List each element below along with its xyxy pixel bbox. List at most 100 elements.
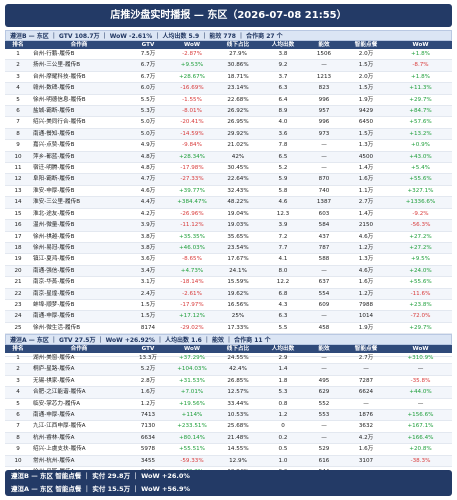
column-header: 线下占比 — [215, 345, 261, 353]
cell: 0.8 — [261, 398, 305, 411]
cell: 5.9 — [261, 173, 305, 186]
cell: -72.0% — [389, 310, 452, 323]
cell: 7 — [5, 116, 31, 129]
cell: 1014 — [343, 310, 389, 323]
cell: 绍兴-上虞支扶-履传A — [31, 443, 127, 456]
cell: 5.2万 — [127, 363, 169, 376]
cell: +1.8% — [389, 49, 452, 61]
row: 2 扬州-三公里-履传B 6.7万 +9.53% 30.86% 9.2—1.5万 -8.7% — [5, 59, 452, 72]
cell: 973 — [305, 128, 343, 141]
cell: +9.53% — [169, 59, 215, 72]
cell: 10 — [5, 151, 31, 164]
cell: 1.4万 — [343, 208, 389, 221]
cell: 2.7万 — [343, 353, 389, 365]
cell: +43.0% — [389, 151, 452, 164]
column-header: GTV — [127, 345, 169, 353]
cell: 17.33% — [215, 322, 261, 335]
cell: 19 — [5, 253, 31, 266]
cell: 1387 — [305, 196, 343, 209]
row: 4 合肥-之江能谐-履传A 1.6万 +7.01% 12.57% 5.3 629 6624 +4… — [5, 386, 452, 399]
row: 2 桐庐-星路-履传A 5.2万 +104.03% 42.4% 1.4— — — — [5, 363, 452, 376]
cell: 22 — [5, 288, 31, 300]
cell: +19.56% — [169, 398, 215, 411]
cell: — — [305, 139, 343, 152]
cell: 4.2万 — [127, 208, 169, 221]
cell: 6634 — [127, 432, 169, 445]
cell: 淮安-申厚-履传B — [31, 185, 127, 198]
cell: 3632 — [343, 420, 389, 433]
cell: -59.33% — [169, 455, 215, 468]
cell: -17.98% — [169, 162, 215, 175]
cell: 14 — [5, 196, 31, 209]
cell: +7.01% — [169, 386, 215, 399]
cell: 458 — [305, 322, 343, 335]
cell: +0.9% — [389, 139, 452, 152]
row: 6 盐城-霸断-履传B 5.3万 -8.01% 26.92% 8.9 957 9429 +84.… — [5, 105, 452, 118]
cell: +35.35% — [169, 231, 215, 243]
cell: -9.84% — [169, 139, 215, 152]
cell: 15.59% — [215, 276, 261, 289]
cell: 787 — [305, 242, 343, 255]
row: 25 徐州-微生活-履传B 8174 -29.02% 17.33% 5.5 458 1.9万 +… — [5, 322, 452, 335]
cell: 3 — [5, 71, 31, 84]
cell: 437 — [305, 231, 343, 243]
cell: 1 — [5, 49, 31, 61]
row: 21 南京-华蒸-履传B 3.1万 -18.14% 15.59% 12.2 637 1.6万 +… — [5, 276, 452, 289]
cell: 3.1万 — [127, 276, 169, 289]
cell: 12.3 — [261, 208, 305, 221]
cell: 合肥-之江能谐-履传A — [31, 386, 127, 399]
cell: +167.1% — [389, 420, 452, 433]
cell: 25.68% — [215, 420, 261, 433]
cell: 26.92% — [215, 105, 261, 118]
cell: 3.9 — [261, 219, 305, 232]
cell: 19.62% — [215, 288, 261, 300]
cell: 4.0 — [261, 116, 305, 129]
cell: 5.5万 — [127, 94, 169, 107]
cell: 1.9万 — [343, 94, 389, 107]
cell: 870 — [305, 173, 343, 186]
column-header: 排名 — [5, 41, 31, 49]
cell: 588 — [305, 253, 343, 266]
cell: 5.5 — [261, 322, 305, 335]
cell: 8.9 — [261, 105, 305, 118]
row: 9 嘉兴-点赞-履传B 4.9万 -9.84% 21.02% 7.8—1.3万 +0.9% — [5, 139, 452, 152]
cell: 10.53% — [215, 409, 261, 422]
cell: 7413 — [127, 409, 169, 422]
cell: 24.1% — [215, 265, 261, 278]
cell: 9 — [5, 443, 31, 456]
cell: — — [389, 363, 452, 376]
cell: 16 — [5, 219, 31, 232]
row: 3 无锡-祺家-履传A 2.8万 +31.53% 26.85% 1.8 495 7287 -35… — [5, 375, 452, 388]
row: 8 杭州-睿林-履传A 6634 +80.14% 21.48% 0.2—4.2万 +166.… — [5, 432, 452, 445]
cell: 616 — [305, 455, 343, 468]
row: 13 淮安-申厚-履传B 4.6万 +39.77% 32.43% 5.8 740 1.1万 +3… — [5, 185, 452, 198]
cell: 21 — [5, 276, 31, 289]
cell: 3 — [5, 375, 31, 388]
cell: — — [343, 398, 389, 411]
cell: 南通-申厚-履传B — [31, 310, 127, 323]
cell: +28.67% — [169, 71, 215, 84]
cell: -9.2% — [389, 208, 452, 221]
cell: 20 — [5, 265, 31, 278]
cell: 12.2 — [261, 276, 305, 289]
row: 12 阜阳-霸断-履传B 4.7万 -27.33% 22.64% 5.9 870 1.6万 +5… — [5, 173, 452, 186]
footer-line: 遵洹A — 东区 智能点餐 ｜ 实付 15.5万 ｜ WoW +56.9% — [11, 485, 191, 493]
cell: +9.5% — [389, 253, 452, 266]
cell: 19.03% — [215, 219, 261, 232]
cell: 26.95% — [215, 116, 261, 129]
cell: +104.03% — [169, 363, 215, 376]
cell: +310.9% — [389, 353, 452, 365]
cell: 25 — [5, 322, 31, 335]
cell: 1.8 — [261, 375, 305, 388]
cell: 584 — [305, 219, 343, 232]
cell: +156.6% — [389, 409, 452, 422]
cell: 5.0万 — [127, 128, 169, 141]
cell: 48.22% — [215, 196, 261, 209]
cell: -56.3% — [389, 219, 452, 232]
cell: 13 — [5, 185, 31, 198]
column-header: 智能点餐 — [343, 41, 389, 49]
row: 23 蚌埠-顺梦-履传B 1.5万 -17.97% 16.56% 4.3 609 7988 +2… — [5, 299, 452, 312]
footer-line: 遵洹B — 东区 智能点餐 ｜ 实付 29.8万 ｜ WoW +26.0% — [11, 472, 190, 480]
cell: 15 — [5, 208, 31, 221]
